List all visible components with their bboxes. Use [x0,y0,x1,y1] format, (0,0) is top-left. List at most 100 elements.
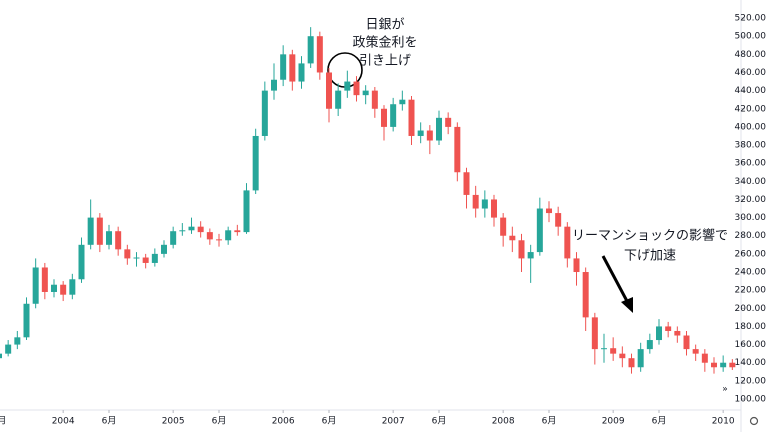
candles [0,27,736,374]
y-tick-label: 240.00 [735,268,767,278]
candle-body [51,284,57,292]
y-tick-label: 340.00 [735,177,767,187]
candle-body [78,244,85,280]
candle-body [527,252,534,259]
candle-body [472,194,479,209]
candle-body [335,90,342,109]
candle-body [491,199,497,218]
candle-body [463,172,470,195]
arrow-head [621,297,633,313]
candle-body [216,239,222,241]
candle-body [96,217,103,245]
annotation: 引き上げ [359,54,411,69]
candle-body [234,230,241,233]
candle-body [14,337,21,345]
candle-body [252,135,259,191]
candle-body [665,326,672,331]
x-tick-label: 6月 [102,416,117,427]
settings-icon[interactable] [749,416,759,426]
candle-body [729,362,736,368]
candle-body [289,54,296,82]
x-tick-label: 2004 [52,417,75,427]
y-tick-label: 220.00 [735,286,767,296]
x-tick-label: 6月 [212,416,227,427]
candle-body [591,317,598,350]
candle-body [674,330,681,336]
y-tick-label: 420.00 [735,104,767,114]
x-tick-label: 2006 [272,417,295,427]
candle-body [197,226,204,233]
y-tick-label: 260.00 [735,249,767,259]
candle-body [298,63,305,82]
candle-body [115,231,122,250]
grid [62,17,745,413]
gear[interactable] [749,416,759,426]
y-tick-label: 100.00 [735,395,767,405]
candle-body [399,99,406,105]
arrow-shaft [601,255,630,304]
candle-body [546,208,552,214]
candle-body [307,36,314,64]
y-tick-label: 460.00 [735,68,767,78]
candle-body [720,362,727,368]
candle-body [555,213,562,227]
candle-body [683,335,690,350]
candle-body [371,90,378,109]
candle-body [573,258,580,273]
candle-body [390,104,397,127]
candle-body [656,326,662,341]
candle-body [500,217,507,236]
candle-body [362,90,369,96]
candle-body [124,249,131,259]
candle-body [426,130,433,141]
candle-body [481,199,488,209]
candle-body [0,353,2,359]
candle-body [536,208,543,253]
scroll-button[interactable]: » [722,385,728,395]
candle-body [161,244,167,254]
candle-body [509,235,516,241]
candle-body [271,79,277,91]
candle-body [5,344,12,354]
candle-body [692,349,699,354]
y-tick-label: 180.00 [735,322,767,332]
candle-body [344,81,351,91]
candle-body [417,130,424,136]
x-tick-label: 6月 [432,416,447,427]
candle-body [32,267,39,304]
candle-body [280,54,287,80]
candle-body [142,257,149,263]
y-tick-label: 300.00 [735,213,767,223]
annotation: 政策金利を [352,35,417,51]
candle-body [133,257,140,259]
y-tick-label: 380.00 [735,141,767,151]
candle-body [711,362,717,368]
candle-body [151,253,158,263]
x-tick-label: 2005 [162,417,185,427]
y-tick-label: 360.00 [735,159,767,169]
candle-body [41,267,48,292]
y-tick-label: 140.00 [735,358,767,368]
candle-body [206,232,213,240]
y-tick-label: 440.00 [735,86,767,96]
candle-body [601,348,607,350]
y-tick-label: 120.00 [735,376,767,386]
candle-body [619,353,626,359]
candle-body [179,230,186,232]
candle-body [188,226,195,231]
candle-body [225,230,232,241]
candle-body [60,284,67,295]
candle-body [582,272,589,318]
candle-body [637,349,644,368]
candle-body [701,353,708,363]
candle-body [518,240,525,259]
annotation: リーマンショックの影響で [572,228,728,244]
y-tick-label: 400.00 [735,122,767,132]
y-tick-label: 280.00 [735,231,767,241]
y-tick-label: 320.00 [735,195,767,205]
candle-body [353,81,360,96]
candle-body [628,358,635,368]
candle-body [23,303,30,338]
annotation: 日銀が [365,18,404,33]
